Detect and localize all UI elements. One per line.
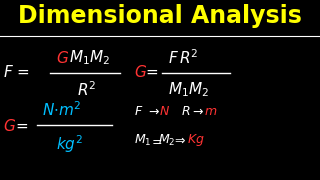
Text: $\mathit{F}\,\mathit{R^2}$: $\mathit{F}\,\mathit{R^2}$ bbox=[168, 48, 199, 67]
Text: $\mathit{F}$: $\mathit{F}$ bbox=[134, 105, 144, 118]
Text: =: = bbox=[146, 64, 158, 80]
Text: $\mathit{m}$: $\mathit{m}$ bbox=[204, 105, 218, 118]
Text: $\mathit{M_1M_2}$: $\mathit{M_1M_2}$ bbox=[69, 48, 110, 67]
Text: $\mathit{F}$ =: $\mathit{F}$ = bbox=[3, 64, 30, 80]
Text: $\rightarrow$: $\rightarrow$ bbox=[146, 105, 160, 118]
Text: $\rightarrow$: $\rightarrow$ bbox=[190, 105, 205, 118]
Text: $\mathit{R}$: $\mathit{R}$ bbox=[181, 105, 190, 118]
Text: $\mathit{G}$: $\mathit{G}$ bbox=[56, 50, 69, 66]
Text: $\mathit{M_2}$: $\mathit{M_2}$ bbox=[158, 133, 176, 148]
Text: $\mathit{G}$: $\mathit{G}$ bbox=[134, 64, 148, 80]
Text: $\mathit{G}$: $\mathit{G}$ bbox=[3, 118, 16, 134]
Text: $\mathit{N{\cdot}m^2}$: $\mathit{N{\cdot}m^2}$ bbox=[42, 100, 81, 119]
Text: $\mathit{N}$: $\mathit{N}$ bbox=[159, 105, 170, 118]
Text: $\mathit{kg^2}$: $\mathit{kg^2}$ bbox=[56, 133, 83, 155]
Text: $\mathit{R^2}$: $\mathit{R^2}$ bbox=[77, 81, 96, 99]
Text: $\mathit{M_1}$: $\mathit{M_1}$ bbox=[134, 133, 152, 148]
Text: $\mathit{M_1M_2}$: $\mathit{M_1M_2}$ bbox=[168, 81, 209, 99]
Text: $=$: $=$ bbox=[149, 134, 163, 147]
Text: $\Rightarrow$: $\Rightarrow$ bbox=[172, 134, 187, 147]
Text: $\mathit{Kg}$: $\mathit{Kg}$ bbox=[187, 132, 205, 148]
Text: Dimensional Analysis: Dimensional Analysis bbox=[18, 4, 302, 28]
Text: =: = bbox=[15, 118, 28, 134]
